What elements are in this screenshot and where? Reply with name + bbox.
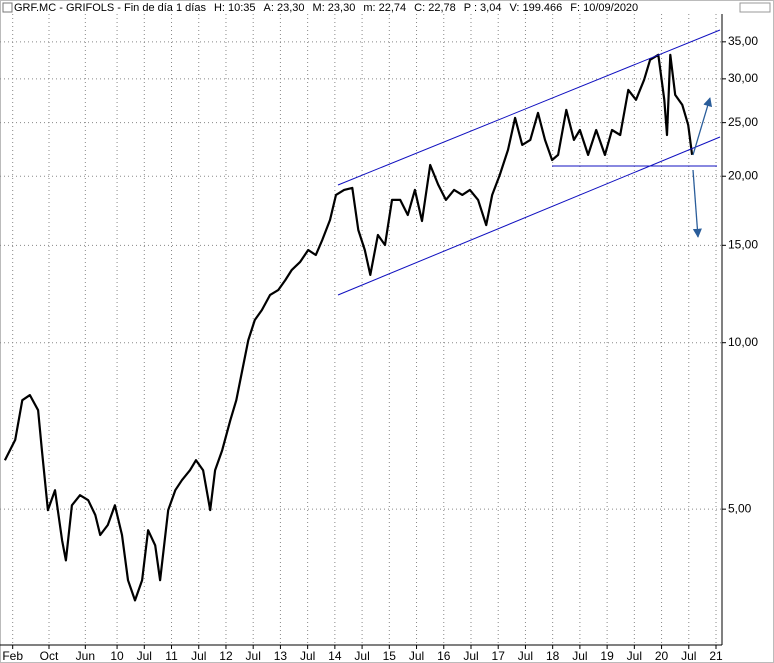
x-tick-label: Feb	[2, 649, 23, 663]
y-tick-label: 20,00	[728, 168, 758, 182]
x-tick-label: 12	[219, 649, 233, 663]
window-icon[interactable]	[2, 2, 13, 13]
x-tick-label: 11	[165, 649, 178, 663]
title: GRF.MC - GRIFOLS - Fin de día 1 días	[14, 2, 206, 14]
y-tick-label: 30,00	[728, 71, 758, 85]
arrow-down	[692, 169, 702, 238]
y-tick-label: 5,00	[728, 501, 752, 515]
x-tick-label: 15	[383, 649, 397, 663]
x-tick-label: Jul	[246, 649, 261, 663]
info-field: H: 10:35	[214, 2, 256, 14]
grid	[0, 14, 722, 645]
window-controls[interactable]	[739, 2, 771, 13]
x-tick-label: Jul	[518, 649, 533, 663]
channel-lower	[337, 136, 721, 296]
x-tick-label: 18	[546, 649, 560, 663]
x-tick-label: Jun	[76, 649, 95, 663]
trend-lines	[337, 29, 721, 296]
x-tick-label: 17	[492, 649, 506, 663]
x-tick-label: Jul	[354, 649, 369, 663]
x-tick-label: 16	[437, 649, 451, 663]
x-tick-label: 13	[274, 649, 288, 663]
x-tick-label: 10	[110, 649, 124, 663]
x-tick-label: Oct	[40, 649, 59, 663]
info-field: V: 199.466	[509, 2, 562, 14]
x-tick-label: 14	[328, 649, 342, 663]
x-tick-label: 20	[655, 649, 669, 663]
x-tick-label: Jul	[463, 649, 478, 663]
info-field: P : 3,04	[464, 2, 502, 14]
x-tick-label: Jul	[137, 649, 152, 663]
x-tick-label: 21	[709, 649, 723, 663]
info-field: A: 23,30	[264, 2, 305, 14]
arrow-up	[692, 97, 713, 156]
x-tick-label: Jul	[300, 649, 315, 663]
y-tick-label: 15,00	[728, 237, 758, 251]
info-field: M: 23,30	[313, 2, 356, 14]
x-tick-label: Jul	[191, 649, 206, 663]
x-tick-label: 19	[600, 649, 614, 663]
x-tick-label: Jul	[627, 649, 642, 663]
info-field: F: 10/09/2020	[570, 2, 638, 14]
channel-upper	[337, 29, 721, 186]
y-tick-label: 10,00	[728, 335, 758, 349]
y-tick-label: 35,00	[728, 34, 758, 48]
info-field: C: 22,78	[414, 2, 456, 14]
price-line	[3, 53, 694, 602]
x-tick-label: Jul	[681, 649, 696, 663]
y-tick-label: 25,00	[728, 115, 758, 129]
x-tick-label: Jul	[409, 649, 424, 663]
x-tick-label: Jul	[572, 649, 587, 663]
info-field: m: 22,74	[363, 2, 406, 14]
info-bar: GRF.MC - GRIFOLS - Fin de día 1 días H: …	[14, 2, 638, 14]
